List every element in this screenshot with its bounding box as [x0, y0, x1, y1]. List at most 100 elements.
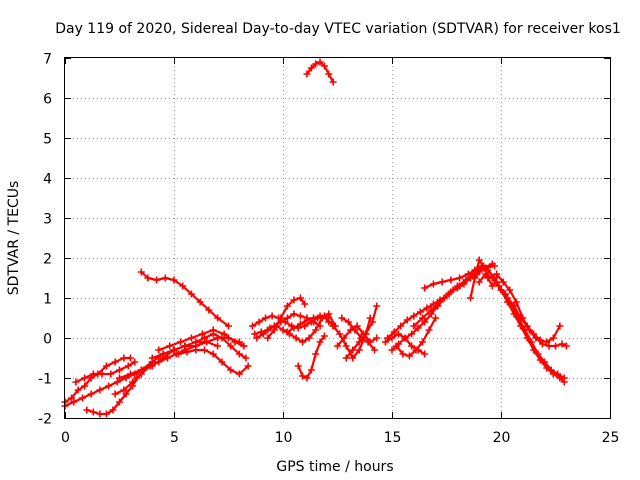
data-point	[512, 298, 520, 306]
series-arc	[467, 264, 566, 384]
data-series	[61, 58, 570, 418]
data-point	[166, 342, 174, 350]
plot-frame	[64, 57, 611, 419]
data-point	[510, 302, 518, 310]
data-point	[410, 312, 418, 320]
data-point	[137, 366, 145, 374]
data-point	[227, 366, 235, 374]
data-point	[466, 294, 474, 302]
data-point	[231, 338, 239, 346]
data-point	[305, 334, 313, 342]
series-arc-16	[264, 294, 309, 342]
data-point	[109, 406, 117, 414]
data-point	[349, 354, 357, 362]
data-point	[266, 324, 274, 332]
y-tick-label: 4	[43, 172, 52, 188]
data-point	[310, 314, 318, 322]
data-point	[270, 326, 278, 334]
x-axis-label: GPS time / hours	[276, 459, 393, 475]
data-point	[534, 350, 542, 358]
data-point	[353, 322, 361, 330]
data-point	[268, 312, 276, 320]
data-point	[155, 346, 163, 354]
data-point	[179, 282, 187, 290]
data-point	[187, 290, 195, 298]
data-point	[412, 346, 420, 354]
data-point	[161, 274, 169, 282]
data-point	[323, 314, 331, 322]
x-tick-label: 0	[61, 430, 70, 446]
data-point	[320, 332, 328, 340]
y-tick-label: 2	[43, 252, 52, 268]
data-point	[240, 342, 248, 350]
data-point	[349, 346, 357, 354]
data-point	[307, 366, 315, 374]
data-point	[129, 378, 137, 386]
data-point	[560, 374, 568, 382]
series-arc-9	[155, 326, 248, 354]
data-point	[70, 398, 78, 406]
y-axis-label: SDTVAR / TECUs	[6, 181, 22, 296]
data-point	[299, 338, 307, 346]
data-point	[248, 322, 256, 330]
data-point	[549, 334, 557, 342]
data-point	[131, 358, 139, 366]
data-point	[122, 390, 130, 398]
data-point	[395, 330, 403, 338]
data-point	[410, 322, 418, 330]
data-point	[523, 322, 531, 330]
series-arc-12	[192, 330, 250, 362]
data-point	[170, 346, 178, 354]
data-point	[547, 366, 555, 374]
data-point	[506, 286, 514, 294]
data-point	[392, 342, 400, 350]
data-point	[296, 294, 304, 302]
data-point	[423, 304, 431, 312]
data-point	[554, 370, 562, 378]
data-point	[384, 334, 392, 342]
series-arc-10	[137, 268, 232, 330]
data-point	[562, 342, 570, 350]
data-point	[124, 362, 132, 370]
data-point	[299, 372, 307, 380]
y-tick-label: 0	[43, 332, 52, 348]
data-point	[296, 320, 304, 328]
data-point	[340, 334, 348, 342]
data-point	[429, 300, 437, 308]
data-point	[453, 282, 461, 290]
data-point	[187, 334, 195, 342]
data-point	[259, 330, 267, 338]
data-point	[312, 350, 320, 358]
data-point	[279, 326, 287, 334]
data-point	[427, 306, 435, 314]
data-point	[429, 280, 437, 288]
data-point	[504, 294, 512, 302]
data-point	[556, 322, 564, 330]
data-point	[364, 338, 372, 346]
data-point	[98, 370, 106, 378]
data-point	[436, 298, 444, 306]
data-point	[484, 266, 492, 274]
data-point	[220, 330, 228, 338]
data-point	[432, 314, 440, 322]
data-point	[301, 322, 309, 330]
data-point	[262, 314, 270, 322]
data-point	[438, 278, 446, 286]
data-point	[338, 314, 346, 322]
data-point	[488, 274, 496, 282]
data-point	[388, 346, 396, 354]
data-point	[336, 330, 344, 338]
data-point	[126, 370, 134, 378]
data-point	[181, 342, 189, 350]
data-point	[471, 266, 479, 274]
data-point	[283, 302, 291, 310]
data-point	[320, 62, 328, 70]
series-arc-1	[61, 354, 134, 406]
y-tick-label: 1	[43, 292, 52, 308]
x-tick-label: 5	[170, 430, 179, 446]
data-point	[227, 342, 235, 350]
data-point	[196, 298, 204, 306]
data-point	[255, 318, 263, 326]
data-point	[126, 354, 134, 362]
data-point	[342, 342, 350, 350]
